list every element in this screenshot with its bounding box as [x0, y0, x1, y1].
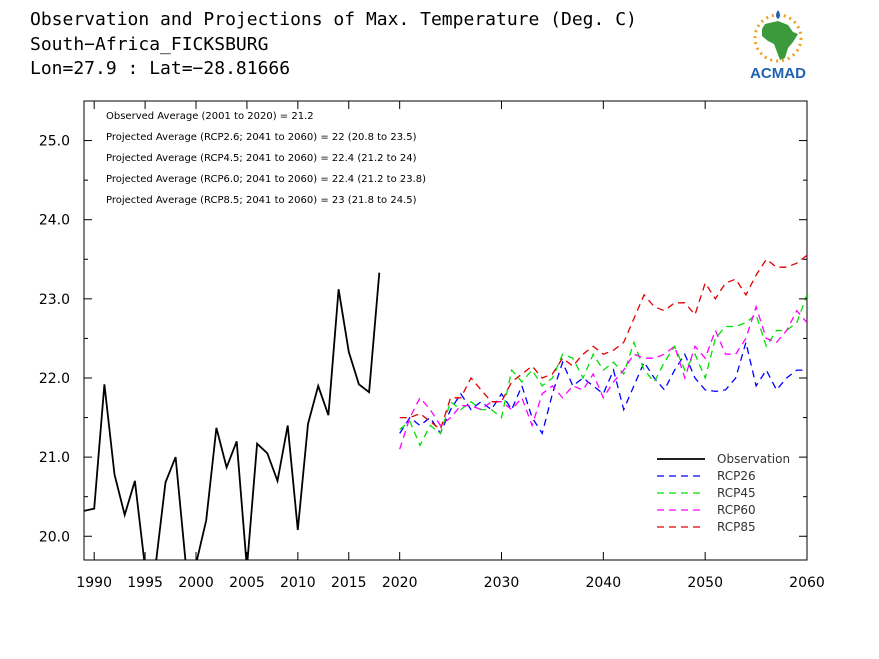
chart-title-line-2: South−Africa_FICKSBURG: [30, 34, 269, 55]
series-line-rcp45: [399, 294, 807, 447]
average-annotation: Projected Average (RCP2.6; 2041 to 2060)…: [106, 132, 417, 143]
x-tick-label: 2015: [331, 575, 367, 591]
legend-label: RCP45: [717, 486, 756, 500]
average-annotation: Projected Average (RCP6.0; 2041 to 2060)…: [106, 174, 426, 185]
legend-label: RCP85: [717, 520, 756, 534]
x-tick-label: 2050: [687, 575, 723, 591]
legend-label: Observation: [717, 452, 790, 466]
y-tick-label: 23.0: [39, 292, 70, 308]
chart-title-line-1: Observation and Projections of Max. Temp…: [30, 9, 637, 30]
chart-title-line-3: Lon=27.9 : Lat=−28.81666: [30, 58, 291, 79]
x-tick-label: 2000: [178, 575, 214, 591]
plot-frame: [83, 100, 808, 561]
acmad-logo: ACMAD: [750, 10, 806, 82]
y-tick-label: 21.0: [39, 450, 70, 466]
x-tick-label: 2020: [382, 575, 418, 591]
sun-rays-icon: [753, 13, 803, 63]
logo-text: ACMAD: [750, 65, 806, 82]
average-annotation: Projected Average (RCP4.5; 2041 to 2060)…: [106, 153, 417, 164]
x-tick-label: 2005: [229, 575, 265, 591]
x-tick-label: 1990: [76, 575, 112, 591]
x-tick-label: 2030: [484, 575, 520, 591]
africa-map-icon: [762, 21, 798, 60]
series-line-rcp60: [399, 304, 807, 450]
series-line-observation: [84, 272, 381, 560]
legend-label: RCP26: [717, 469, 756, 483]
average-annotation: Observed Average (2001 to 2020) = 21.2: [106, 111, 314, 122]
legend-label: RCP60: [717, 503, 756, 517]
x-tick-label: 2040: [586, 575, 622, 591]
y-tick-label: 20.0: [39, 529, 70, 545]
y-tick-label: 25.0: [39, 134, 70, 150]
series-line-rcp26: [399, 339, 807, 436]
x-tick-label: 2060: [789, 575, 825, 591]
series-line-rcp85: [399, 254, 807, 431]
x-tick-label: 1995: [127, 575, 163, 591]
x-tick-label: 2010: [280, 575, 316, 591]
average-annotation: Projected Average (RCP8.5; 2041 to 2060)…: [106, 195, 417, 206]
y-tick-label: 24.0: [39, 213, 70, 229]
y-tick-label: 22.0: [39, 371, 70, 387]
water-drop-icon: [776, 10, 780, 19]
